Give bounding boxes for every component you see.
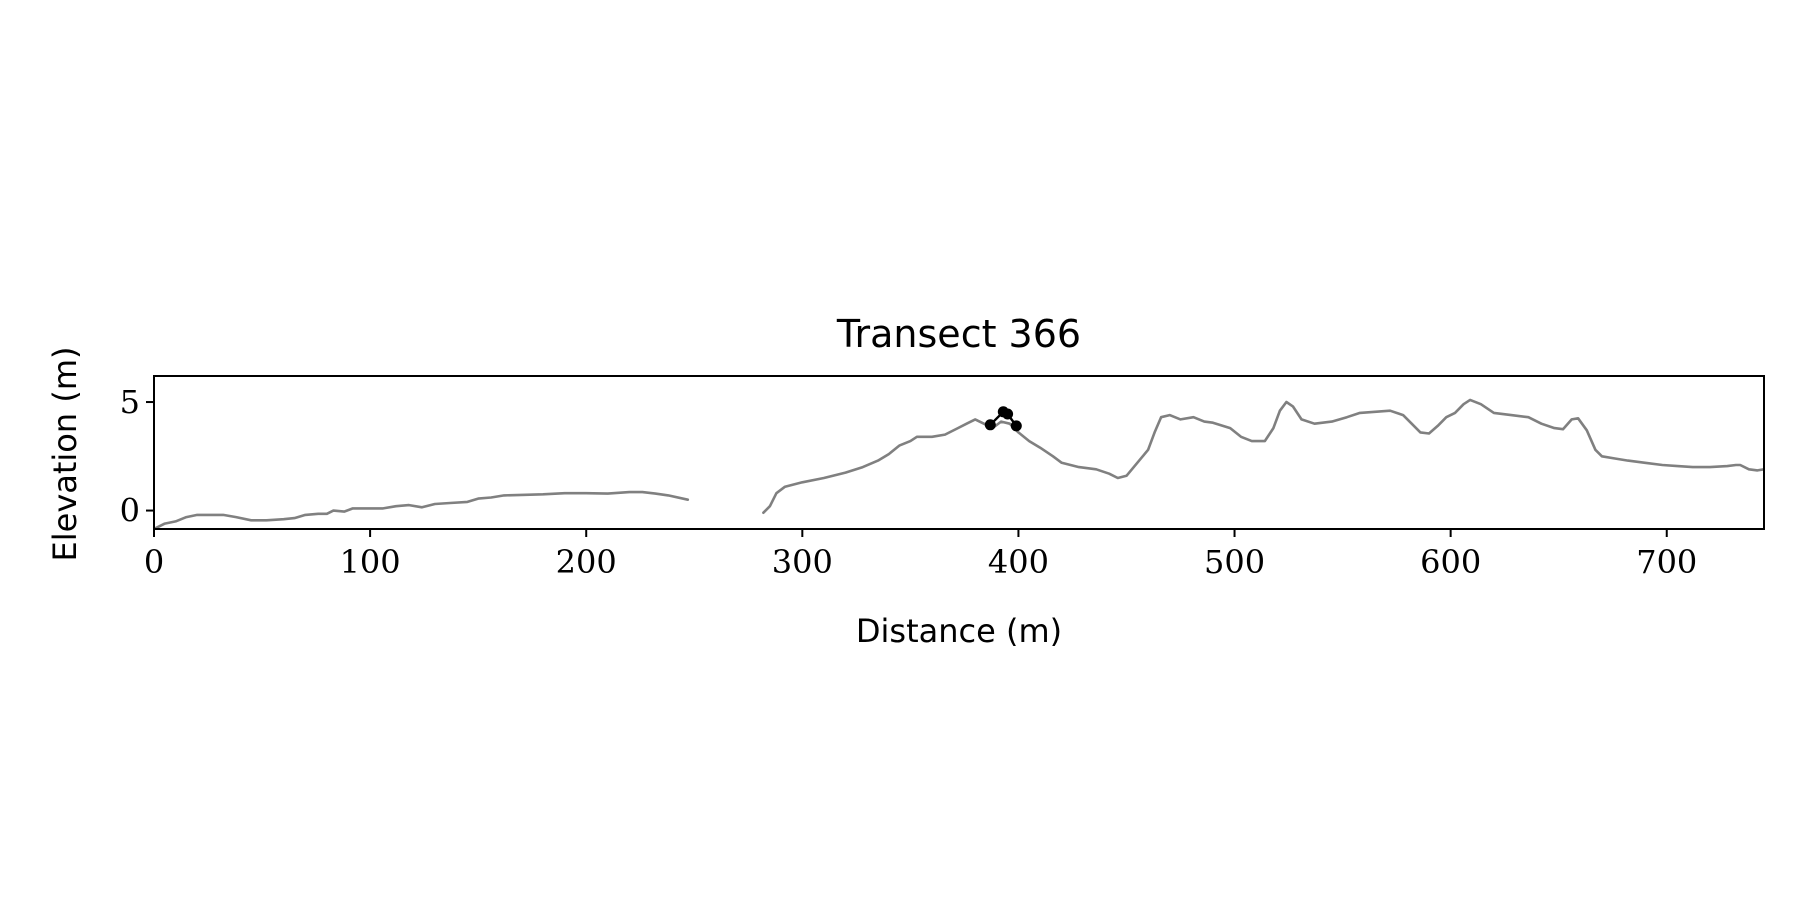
x-tick-label: 0 xyxy=(144,543,164,581)
y-axis-label: Elevation (m) xyxy=(46,347,84,562)
marker-series xyxy=(984,406,1022,432)
y-tick-label: 5 xyxy=(120,383,140,421)
x-tick-label: 600 xyxy=(1420,543,1481,581)
x-tick-label: 300 xyxy=(772,543,833,581)
y-axis-ticks: 05 xyxy=(120,383,154,530)
marker-point-3 xyxy=(1002,408,1014,420)
x-tick-label: 700 xyxy=(1636,543,1697,581)
profile-segment-1 xyxy=(154,490,690,529)
marker-point-1 xyxy=(984,419,996,431)
x-tick-label: 100 xyxy=(340,543,401,581)
y-tick-label: 0 xyxy=(120,492,140,530)
marker-point-4 xyxy=(1010,420,1022,432)
x-tick-label: 400 xyxy=(988,543,1049,581)
chart-title: Transect 366 xyxy=(836,312,1081,356)
x-axis-ticks: 0 100 200 300 400 500 600 700 xyxy=(144,529,1697,581)
axes-frame xyxy=(153,375,1765,530)
x-tick-label: 200 xyxy=(556,543,617,581)
x-axis-label: Distance (m) xyxy=(856,612,1062,650)
x-tick-label: 500 xyxy=(1204,543,1265,581)
profile-segment-2 xyxy=(762,398,1764,514)
profile-series xyxy=(154,398,1764,529)
